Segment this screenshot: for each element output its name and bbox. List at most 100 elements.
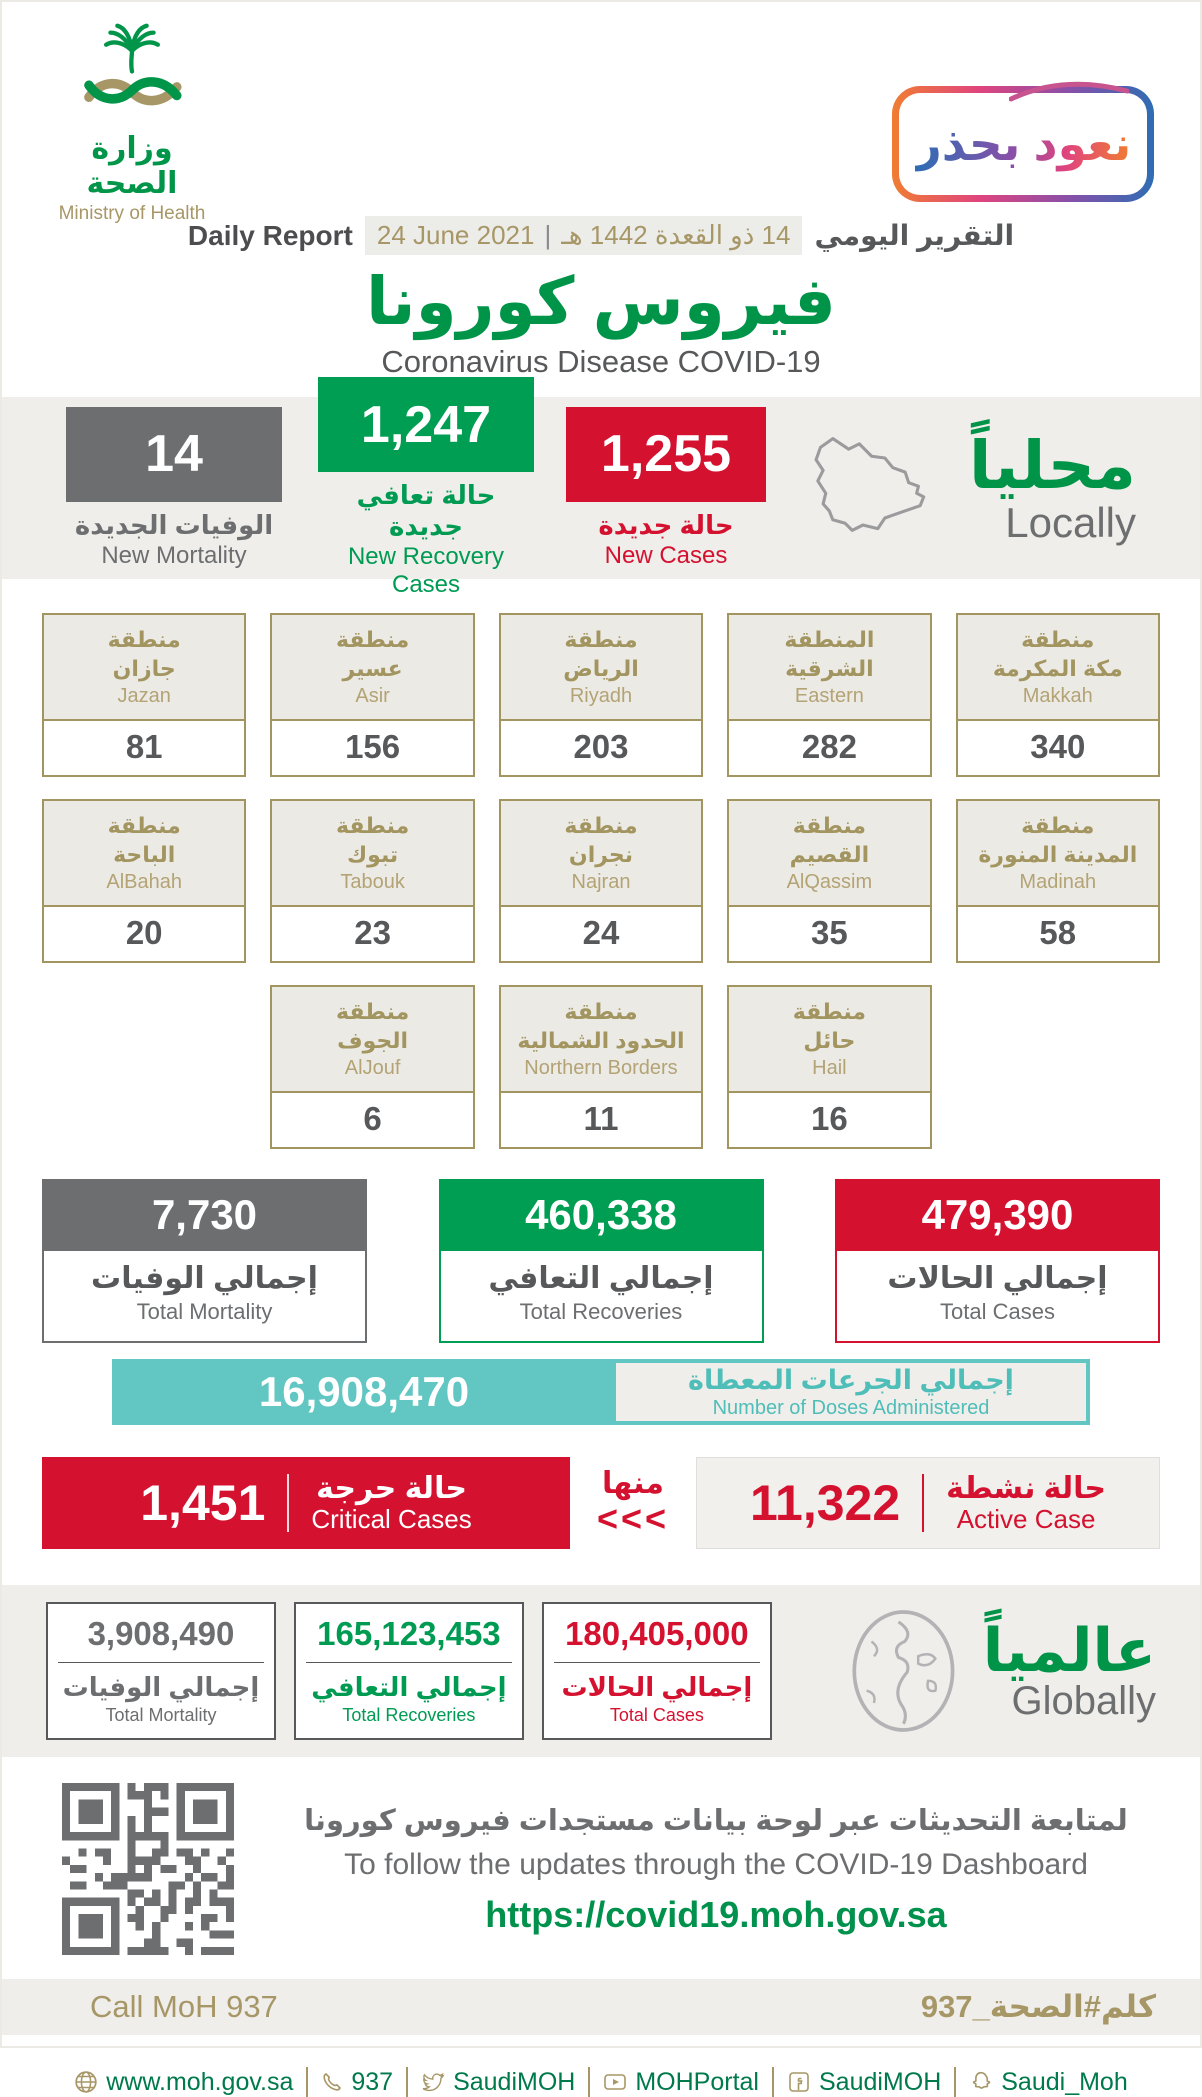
youtube-handle-text: MOHPortal: [635, 2067, 759, 2096]
critical-cases-box: 1,451 حالة حرجة Critical Cases: [42, 1457, 570, 1549]
contact-band: Call MoH 937 كلم#الصحة_937: [2, 1979, 1200, 2035]
dashboard-text-en: To follow the updates through the COVID-…: [344, 1847, 1088, 1881]
return-with-caution-badge: نعود بحذر: [892, 81, 1154, 202]
region-en: Northern Borders: [524, 1057, 678, 1080]
page-title-arabic: فيروس كورونا: [366, 264, 836, 338]
region-en: Jazan: [117, 685, 171, 708]
daily-report-label-en: Daily Report: [187, 219, 353, 251]
dashboard-url-link[interactable]: https://covid19.moh.gov.sa: [485, 1893, 947, 1935]
region-card-makkah: منطقة مكة المكرمة Makkah 340: [955, 613, 1160, 777]
local-totals-row: 7,730 إجمالي الوفيات Total Mortality 460…: [2, 1149, 1200, 1343]
global-mortality-label-ar: إجمالي الوفيات: [62, 1672, 260, 1702]
date-gregorian: 24 June 2021: [376, 220, 535, 250]
snapchat-handle-text: Saudi_Moh: [1001, 2067, 1128, 2096]
region-card-riyadh: منطقة الرياض Riyadh 203: [498, 613, 704, 777]
twitter-icon: [422, 2072, 445, 2092]
total-recoveries-label-ar: إجمالي التعافي: [488, 1262, 714, 1295]
region-ar-line1: منطقة: [1021, 812, 1095, 838]
total-cases-value: 479,390: [835, 1179, 1160, 1251]
locally-heading-en: Locally: [1005, 498, 1136, 546]
region-ar-line2: عسير: [342, 655, 403, 681]
region-ar-line2: الرياض: [563, 655, 639, 681]
region-ar-line1: منطقة: [335, 812, 410, 838]
total-recoveries-card: 460,338 إجمالي التعافي Total Recoveries: [438, 1179, 764, 1343]
global-recoveries-label-en: Total Recoveries: [342, 1705, 476, 1725]
divider: [553, 1662, 760, 1663]
doses-bar: 16,908,470 إجمالي الجرعات المعطاة Number…: [112, 1359, 1090, 1425]
hashtag-label: كلم#الصحة_937: [920, 1989, 1156, 2024]
globally-heading: عالمياً Globally: [983, 1620, 1156, 1722]
region-ar-line1: منطقة: [792, 998, 866, 1024]
divider: [306, 2067, 309, 2097]
facebook-handle-text: SaudiMOH: [818, 2067, 942, 2096]
region-en: Madinah: [1019, 871, 1097, 894]
facebook-link[interactable]: SaudiMOH: [787, 2068, 941, 2097]
region-value: 282: [801, 728, 857, 765]
regions-grid: منطقة جازان Jazan 81 منطقة عسير Asir 156 م…: [2, 579, 1200, 1149]
region-card-madinah: منطقة المدينة المنورة Madinah 58: [955, 799, 1160, 963]
region-en: AlBahah: [106, 871, 182, 894]
region-ar-line1: منطقة: [335, 626, 410, 652]
youtube-icon: [604, 2074, 627, 2090]
region-value: 58: [1039, 914, 1077, 951]
active-cases-box: 11,322 حالة نشطة Active Case: [696, 1457, 1160, 1549]
global-mortality-label-en: Total Mortality: [105, 1705, 217, 1725]
total-mortality-label-en: Total Mortality: [136, 1299, 273, 1324]
critical-active-row: 1,451 حالة حرجة Critical Cases منها <<< …: [42, 1457, 1160, 1549]
global-recoveries-value: 165,123,453: [317, 1615, 501, 1652]
region-value: 24: [582, 914, 620, 951]
new-recoveries-stat: 1,247 حالة تعافي جديدة New Recovery Case…: [318, 377, 534, 599]
call-moh-label: Call MoH 937: [90, 1989, 278, 2024]
snapchat-link[interactable]: Saudi_Moh: [969, 2067, 1128, 2097]
of-which-label: منها: [602, 1467, 664, 1500]
new-recoveries-label-en: New Recovery Cases: [347, 543, 505, 598]
date-separator: |: [544, 220, 552, 250]
phone-text: 937: [351, 2067, 394, 2096]
global-cases-label-ar: إجمالي الحالات: [561, 1672, 753, 1702]
new-recoveries-label-ar: حالة تعافي جديدة: [356, 480, 496, 541]
ministry-name-english: Ministry of Health: [58, 203, 206, 224]
region-ar-line2: الجوف: [337, 1027, 409, 1053]
active-cases-value: 11,322: [749, 1475, 901, 1531]
divider: [771, 2067, 774, 2097]
saudi-map-icon: [814, 437, 926, 532]
youtube-link[interactable]: MOHPortal: [603, 2068, 759, 2097]
region-ar-line1: منطقة: [564, 998, 638, 1024]
website-link[interactable]: www.moh.gov.sa: [74, 2068, 293, 2097]
region-card-tabouk: منطقة تبوك Tabouk 23: [270, 799, 475, 963]
region-ar-line1: المنطقة: [784, 626, 875, 652]
of-which-connector: منها <<<: [570, 1469, 696, 1537]
region-ar-line2: مكة المكرمة: [992, 655, 1123, 681]
globally-heading-ar: عالمياً: [982, 1617, 1156, 1684]
moh-logo: وزارة الصحة Ministry of Health: [42, 18, 222, 225]
daily-report-label-ar: التقرير اليومي: [814, 220, 1015, 251]
region-ar-line2: المدينة المنورة: [978, 841, 1138, 867]
region-card-asir: منطقة عسير Asir 156: [270, 613, 475, 777]
globe-icon: [852, 1610, 955, 1732]
region-ar-line1: منطقة: [564, 812, 638, 838]
total-mortality-value: 7,730: [42, 1179, 367, 1251]
chevrons-left-icon: <<<: [596, 1498, 670, 1539]
total-mortality-label-ar: إجمالي الوفيات: [91, 1262, 318, 1295]
snapchat-icon: [973, 2071, 991, 2089]
region-ar-line1: منطقة: [107, 812, 181, 838]
website-text: www.moh.gov.sa: [106, 2067, 294, 2096]
new-cases-stat: 1,255 حالة جديدة New Cases: [566, 406, 766, 570]
divider: [305, 1662, 512, 1663]
region-value: 23: [354, 914, 391, 951]
active-cases-label-ar: حالة نشطة: [946, 1472, 1107, 1506]
new-cases-value: 1,255: [566, 406, 766, 502]
twitter-link[interactable]: SaudiMOH: [421, 2068, 575, 2097]
region-en: Eastern: [794, 685, 864, 708]
total-mortality-card: 7,730 إجمالي الوفيات Total Mortality: [42, 1179, 367, 1343]
divider: [588, 2067, 591, 2097]
phone-link[interactable]: 937: [321, 2068, 393, 2097]
date-row: Daily Report 24 June 2021 | 14 ذو القعدة…: [2, 216, 1200, 255]
region-ar-line2: الحدود الشمالية: [517, 1027, 685, 1053]
region-card-aljouf: منطقة الجوف AlJouf 6: [270, 985, 475, 1149]
locally-heading-ar: محلياً: [968, 428, 1136, 503]
total-recoveries-label-en: Total Recoveries: [519, 1299, 683, 1324]
region-card-najran: منطقة نجران Najran 24: [498, 799, 704, 963]
region-card-hail: منطقة حائل Hail 16: [727, 985, 932, 1149]
region-ar-line2: جازان: [112, 655, 176, 681]
